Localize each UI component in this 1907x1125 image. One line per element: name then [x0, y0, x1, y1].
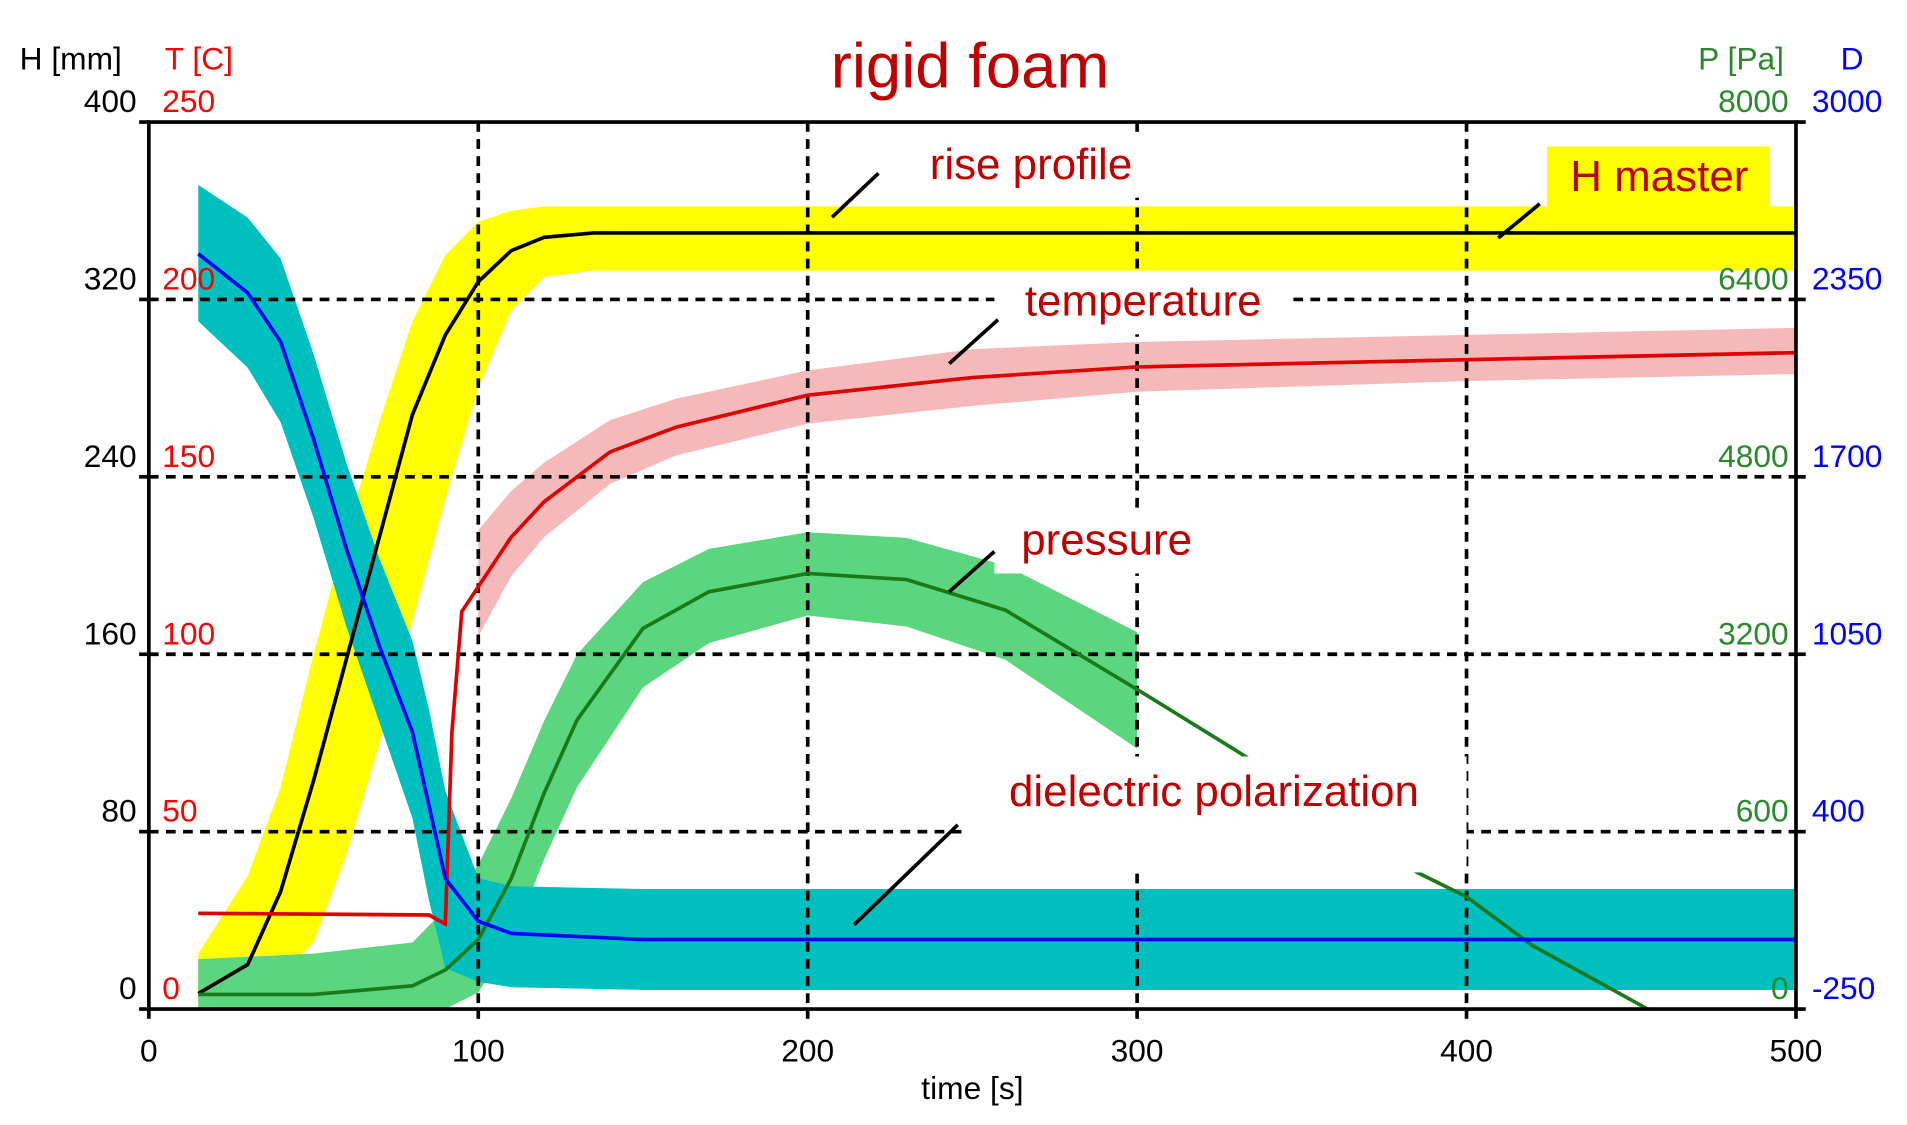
y-tick-label: 200 — [162, 261, 215, 297]
y-tick-label: 0 — [119, 970, 137, 1006]
annotation: temperature — [1025, 276, 1262, 325]
y-tick-label: 1050 — [1812, 615, 1883, 651]
y-tick-label: 3200 — [1718, 615, 1789, 651]
y-tick-label: 6400 — [1718, 261, 1789, 297]
y-tick-label: 0 — [1771, 970, 1789, 1006]
y-axis-title: D — [1841, 40, 1864, 76]
annotation: rise profile — [930, 140, 1133, 189]
y-tick-label: 0 — [162, 970, 180, 1006]
band — [198, 184, 1796, 990]
x-tick-label: 400 — [1440, 1032, 1493, 1068]
annotation-leader — [948, 550, 996, 594]
series-line — [197, 252, 1796, 942]
annotation-box — [902, 136, 1160, 198]
annotation-leader — [830, 171, 880, 219]
annotation-leader — [948, 318, 1000, 365]
annotation-box — [994, 512, 1221, 574]
x-tick-label: 300 — [1111, 1032, 1164, 1068]
annotation: H master — [1570, 152, 1748, 201]
y-axis-title: T [C] — [165, 40, 233, 76]
annotation: dielectric polarization — [1009, 767, 1419, 816]
annotation-leader — [852, 823, 960, 927]
y-axis-title: H [mm] — [20, 40, 122, 76]
y-tick-label: 150 — [162, 438, 215, 474]
y-tick-label: 250 — [162, 83, 215, 119]
y-tick-label: -250 — [1812, 970, 1875, 1006]
chart-title: rigid foam — [831, 32, 1110, 102]
x-tick-label: 200 — [781, 1032, 834, 1068]
y-tick-label: 320 — [84, 261, 137, 297]
y-tick-label: 3000 — [1812, 83, 1883, 119]
y-tick-label: 2350 — [1812, 261, 1883, 297]
x-tick-label: 500 — [1770, 1032, 1823, 1068]
series-line — [197, 231, 1796, 996]
band — [198, 532, 1138, 1010]
y-tick-label: 80 — [101, 793, 136, 829]
y-tick-label: 100 — [162, 615, 215, 651]
y-tick-label: 160 — [84, 615, 137, 651]
y-tick-label: 50 — [162, 793, 197, 829]
y-tick-label: 600 — [1736, 793, 1789, 829]
series-line — [198, 350, 1797, 927]
x-tick-label: 0 — [140, 1032, 158, 1068]
annotation: pressure — [1021, 516, 1192, 565]
y-axis-title: P [Pa] — [1698, 40, 1784, 76]
annotation-leader — [1497, 202, 1541, 240]
annotation-box — [1547, 146, 1770, 208]
y-tick-label: 4800 — [1718, 438, 1789, 474]
annotation-box — [963, 756, 1467, 873]
y-tick-label: 400 — [1812, 793, 1865, 829]
y-tick-label: 400 — [84, 83, 137, 119]
x-axis-title: time [s] — [921, 1070, 1023, 1106]
y-tick-label: 240 — [84, 438, 137, 474]
plot-frame — [147, 120, 1798, 1011]
annotation-box — [994, 273, 1294, 335]
x-tick-label: 100 — [452, 1032, 505, 1068]
y-tick-label: 8000 — [1718, 83, 1789, 119]
y-tick-label: 1700 — [1812, 438, 1883, 474]
